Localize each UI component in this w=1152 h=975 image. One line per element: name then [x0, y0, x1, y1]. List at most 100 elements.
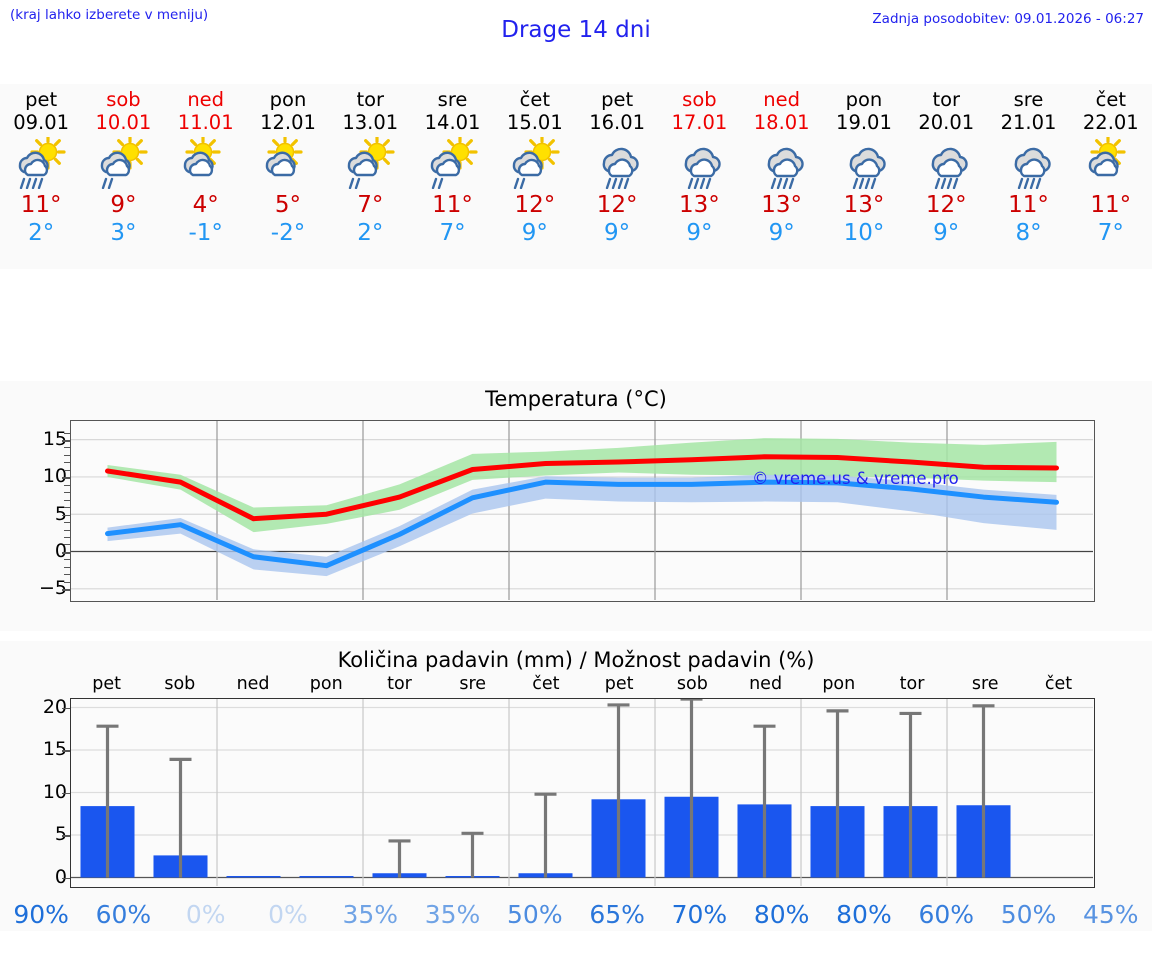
precipitation-probability: 35% [424, 900, 481, 929]
temperature-y-tick [62, 440, 70, 442]
min-temperature: 9° [604, 220, 631, 246]
day-column[interactable]: sob 10.01 9° 3° [82, 84, 164, 269]
temperature-y-tick [62, 589, 70, 591]
precipitation-day-label: čet [532, 674, 560, 694]
precipitation-day-label: pon [822, 674, 856, 694]
precipitation-y-tick-label: 20 [42, 695, 67, 718]
temperature-y-minor-tick [64, 469, 70, 471]
precipitation-y-tick [62, 707, 70, 710]
day-date: 18.01 [753, 111, 810, 134]
precipitation-y-tick [62, 877, 70, 880]
temperature-y-minor-tick [64, 574, 70, 576]
day-date: 10.01 [95, 111, 152, 134]
precipitation-day-label: pet [92, 674, 121, 694]
precipitation-day-label: tor [387, 674, 412, 694]
temperature-y-minor-tick [64, 447, 70, 449]
precipitation-bar [299, 876, 354, 878]
min-temperature: 2° [357, 220, 384, 246]
precipitation-day-label: sob [164, 674, 196, 694]
max-temperature: 13° [761, 192, 803, 218]
day-date: 19.01 [836, 111, 892, 134]
precipitation-y-axis: 20 15 10 5 0 [0, 695, 1152, 889]
max-temperature: 7° [357, 192, 384, 218]
precipitation-chart-block: Količina padavin (mm) / Možnost padavin … [0, 641, 1152, 931]
temperature-plot-area [70, 420, 1095, 602]
day-column[interactable]: ned 18.01 13° 9° [741, 84, 823, 269]
day-column[interactable]: tor 13.01 7° 2° [329, 84, 411, 269]
precipitation-day-label: pet [604, 674, 634, 694]
cloud-rain-icon [913, 137, 979, 189]
day-name: ned [187, 88, 225, 111]
min-temperature: 9° [521, 220, 548, 246]
temperature-y-minor-tick [64, 484, 70, 486]
min-temperature: 7° [1097, 220, 1124, 246]
location-menu-hint: (kraj lahko izberete v meniju) [10, 7, 209, 23]
precipitation-probability: 50% [507, 900, 563, 929]
last-updated-label: Zadnja posodobitev: 09.01.2026 - 06:27 [872, 11, 1144, 27]
precipitation-probability: 65% [589, 900, 645, 929]
day-column[interactable]: sre 21.01 11° 8° [987, 84, 1069, 269]
temperature-y-minor-tick [64, 566, 70, 568]
day-name: sob [106, 88, 141, 111]
sun-cloud-rain-light-icon [337, 137, 403, 189]
day-column[interactable]: pon 12.01 5° -2° [247, 84, 329, 269]
max-temperature: 12° [514, 192, 556, 218]
min-temperature: 3° [110, 220, 137, 246]
precipitation-probability: 50% [1000, 900, 1057, 929]
temperature-y-minor-tick [64, 529, 70, 531]
day-name: pon [845, 88, 883, 111]
temperature-y-tick-label: 0 [54, 539, 67, 562]
max-temperature: 13° [679, 192, 720, 218]
day-name: čet [519, 88, 551, 111]
precipitation-day-label: ned [236, 674, 270, 694]
sun-cloud-icon [255, 137, 321, 189]
temperature-chart-title: Temperatura (°C) [485, 387, 667, 411]
temperature-y-minor-tick [64, 432, 70, 434]
day-name: pet [25, 88, 58, 111]
day-column[interactable]: pon 19.01 13° 10° [823, 84, 905, 269]
precipitation-probability: 80% [836, 900, 892, 929]
min-temperature: -1° [188, 220, 223, 246]
min-temperature: -2° [270, 220, 306, 246]
day-column[interactable]: tor 20.01 12° 9° [905, 84, 987, 269]
temperature-y-minor-tick [64, 544, 70, 546]
precipitation-day-label: sob [676, 674, 708, 694]
sun-cloud-rain-light-icon [502, 137, 568, 189]
day-name: ned [763, 88, 801, 111]
precipitation-day-label: ned [749, 674, 783, 694]
precipitation-probability: 60% [95, 900, 152, 929]
precipitation-y-tick-label: 0 [54, 865, 67, 888]
precipitation-bar [226, 876, 281, 878]
temperature-y-tick-label: 10 [42, 465, 67, 488]
cloud-rain-icon [996, 137, 1062, 189]
max-temperature: 11° [1008, 192, 1049, 218]
cloud-rain-icon [584, 137, 650, 189]
page-header: (kraj lahko izberete v meniju) Drage 14 … [0, 0, 1152, 60]
min-temperature: 8° [1015, 220, 1042, 246]
max-temperature: 5° [274, 192, 302, 218]
precipitation-day-label: pon [309, 674, 343, 694]
day-column[interactable]: sre 14.01 11° 7° [411, 84, 493, 269]
day-column[interactable]: sob 17.01 13° 9° [658, 84, 740, 269]
day-name: tor [932, 88, 961, 111]
day-date: 12.01 [260, 111, 316, 134]
day-column[interactable]: pet 09.01 11° 2° [0, 84, 82, 269]
day-column[interactable]: čet 22.01 11° 7° [1070, 84, 1152, 269]
day-date: 20.01 [918, 111, 975, 134]
day-column[interactable]: ned 11.01 4° -1° [165, 84, 247, 269]
daily-forecast-strip: pet 09.01 11° 2° sob 10.01 9° 3° ned 11.01 4° -1° po… [0, 84, 1152, 269]
day-name: sob [682, 88, 717, 111]
day-name: sre [1013, 88, 1044, 111]
day-column[interactable]: čet 15.01 12° 9° [494, 84, 576, 269]
day-date: 13.01 [342, 111, 399, 134]
temperature-y-minor-tick [64, 454, 70, 456]
temperature-y-minor-tick [64, 507, 70, 509]
temperature-y-tick [62, 514, 70, 517]
max-temperature: 11° [1090, 192, 1132, 218]
min-temperature: 9° [933, 220, 960, 246]
max-temperature: 12° [596, 192, 638, 218]
precipitation-y-tick [62, 750, 70, 752]
day-date: 21.01 [1000, 111, 1057, 134]
precipitation-plot-area [70, 698, 1095, 888]
day-column[interactable]: pet 16.01 12° 9° [576, 84, 658, 269]
